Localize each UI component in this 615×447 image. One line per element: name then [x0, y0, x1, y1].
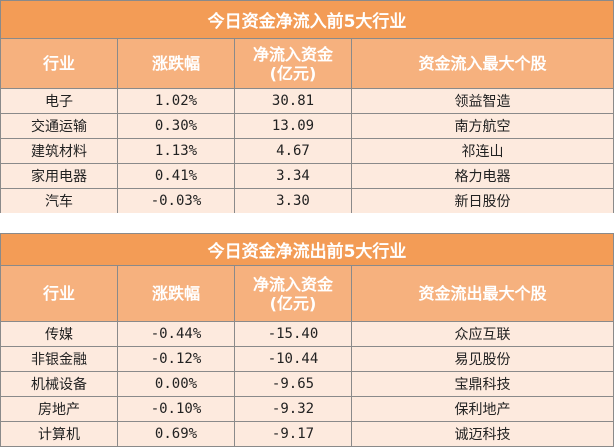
outflow-header-net-inflow: 净流入资金 (亿元) [234, 265, 352, 322]
outflow-cell-net-inflow: -9.32 [234, 396, 352, 422]
inflow-cell-change: 0.30% [117, 113, 235, 139]
inflow-table-title: 今日资金净流入前5大行业 [0, 0, 615, 39]
inflow-cell-top-stock: 新日股份 [350, 188, 615, 214]
outflow-rows: 传媒 -0.44% -15.40 众应互联 非银金融 -0.12% -10.44 易见股份 机械… [0, 321, 615, 447]
inflow-cell-top-stock: 领益智造 [350, 88, 615, 114]
outflow-cell-top-stock: 易见股份 [350, 346, 615, 372]
inflow-cell-industry: 交通运输 [0, 113, 118, 139]
inflow-cell-top-stock: 祁连山 [350, 138, 615, 164]
inflow-cell-top-stock: 南方航空 [350, 113, 615, 139]
outflow-cell-top-stock: 诚迈科技 [350, 421, 615, 447]
outflow-cell-top-stock: 宝鼎科技 [350, 371, 615, 397]
inflow-cell-industry: 家用电器 [0, 163, 118, 189]
outflow-cell-industry: 机械设备 [0, 371, 118, 397]
outflow-table-title: 今日资金净流出前5大行业 [0, 233, 615, 266]
table-spacer [0, 213, 615, 233]
outflow-cell-industry: 计算机 [0, 421, 118, 447]
outflow-cell-industry: 非银金融 [0, 346, 118, 372]
table-row: 家用电器 0.41% 3.34 格力电器 [0, 163, 615, 189]
table-row: 计算机 0.69% -9.17 诚迈科技 [0, 421, 615, 447]
inflow-cell-change: 0.41% [117, 163, 235, 189]
inflow-header-industry: 行业 [0, 38, 118, 89]
outflow-header-net-inflow-label: 净流入资金 (亿元) [252, 274, 333, 313]
inflow-cell-industry: 建筑材料 [0, 138, 118, 164]
inflow-header-change: 涨跌幅 [117, 38, 235, 89]
inflow-cell-change: 1.13% [117, 138, 235, 164]
inflow-cell-net-inflow: 30.81 [234, 88, 352, 114]
table-row: 非银金融 -0.12% -10.44 易见股份 [0, 346, 615, 372]
inflow-rows: 电子 1.02% 30.81 领益智造 交通运输 0.30% 13.09 南方航空 建筑材料 1.… [0, 88, 615, 214]
inflow-cell-net-inflow: 3.34 [234, 163, 352, 189]
outflow-cell-change: -0.12% [117, 346, 235, 372]
outflow-cell-net-inflow: -9.17 [234, 421, 352, 447]
table-row: 传媒 -0.44% -15.40 众应互联 [0, 321, 615, 347]
outflow-cell-change: 0.69% [117, 421, 235, 447]
table-row: 汽车 -0.03% 3.30 新日股份 [0, 188, 615, 214]
inflow-cell-industry: 电子 [0, 88, 118, 114]
inflow-cell-top-stock: 格力电器 [350, 163, 615, 189]
outflow-cell-net-inflow: -15.40 [234, 321, 352, 347]
inflow-header-net-inflow-label: 净流入资金 (亿元) [252, 44, 333, 83]
outflow-cell-change: 0.00% [117, 371, 235, 397]
inflow-cell-change: 1.02% [117, 88, 235, 114]
inflow-cell-change: -0.03% [117, 188, 235, 214]
inflow-header-top-stock: 资金流入最大个股 [350, 38, 615, 89]
table-row: 交通运输 0.30% 13.09 南方航空 [0, 113, 615, 139]
outflow-header-change: 涨跌幅 [117, 265, 235, 322]
inflow-cell-net-inflow: 3.30 [234, 188, 352, 214]
outflow-cell-industry: 传媒 [0, 321, 118, 347]
outflow-cell-top-stock: 众应互联 [350, 321, 615, 347]
table-row: 机械设备 0.00% -9.65 宝鼎科技 [0, 371, 615, 397]
inflow-cell-industry: 汽车 [0, 188, 118, 214]
outflow-cell-industry: 房地产 [0, 396, 118, 422]
inflow-cell-net-inflow: 4.67 [234, 138, 352, 164]
outflow-header-industry: 行业 [0, 265, 118, 322]
outflow-cell-change: -0.44% [117, 321, 235, 347]
outflow-cell-net-inflow: -10.44 [234, 346, 352, 372]
outflow-cell-top-stock: 保利地产 [350, 396, 615, 422]
table-row: 电子 1.02% 30.81 领益智造 [0, 88, 615, 114]
outflow-table: 今日资金净流出前5大行业 行业 涨跌幅 净流入资金 (亿元) 资金流出最大个股 传… [0, 233, 615, 447]
outflow-cell-net-inflow: -9.65 [234, 371, 352, 397]
table-row: 建筑材料 1.13% 4.67 祁连山 [0, 138, 615, 164]
outflow-cell-change: -0.10% [117, 396, 235, 422]
table-row: 房地产 -0.10% -9.32 保利地产 [0, 396, 615, 422]
inflow-header-net-inflow: 净流入资金 (亿元) [234, 38, 352, 89]
inflow-table: 今日资金净流入前5大行业 行业 涨跌幅 净流入资金 (亿元) 资金流入最大个股 电… [0, 0, 615, 214]
outflow-header-top-stock: 资金流出最大个股 [350, 265, 615, 322]
inflow-cell-net-inflow: 13.09 [234, 113, 352, 139]
